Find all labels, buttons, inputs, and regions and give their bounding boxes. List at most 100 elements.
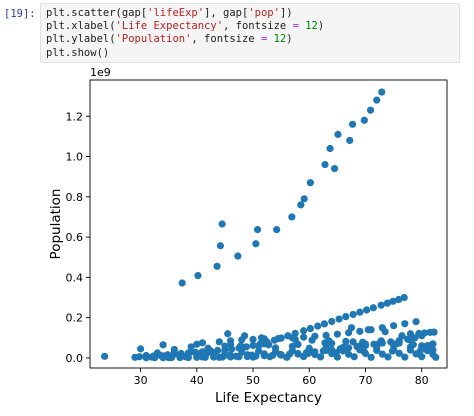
scatter-point	[293, 340, 301, 348]
x-tick-label: 80	[415, 374, 429, 387]
scatter-point	[377, 337, 385, 345]
code-token: )	[317, 20, 325, 33]
scatter-point	[326, 144, 334, 153]
scatter-point	[207, 347, 215, 355]
scatter-point	[167, 353, 176, 362]
scatter-point	[249, 341, 257, 350]
scatter-point	[314, 322, 322, 330]
code-token: ], gap[	[204, 7, 249, 19]
scatter-point	[411, 334, 419, 342]
scatter-point	[389, 297, 397, 305]
code-token: 'pop'	[248, 7, 280, 19]
scatter-point	[423, 344, 431, 352]
y-tick-label: 0.4	[66, 271, 84, 284]
scatter-point	[242, 343, 250, 351]
scatter-point	[378, 88, 386, 96]
notebook-cell[interactable]: [19]: plt.scatter(gap['lifeExp'], gap['p…	[0, 0, 474, 68]
scatter-point	[151, 354, 159, 362]
scatter-point	[276, 350, 284, 358]
scatter-point	[353, 343, 361, 351]
scatter-point	[333, 330, 341, 338]
code-line: plt.ylabel('Population', fontsize = 12)	[46, 33, 454, 46]
scatter-point	[378, 350, 386, 358]
scatter-point	[306, 179, 314, 187]
scatter-point	[400, 293, 408, 302]
scatter-point	[294, 349, 302, 358]
scatter-point	[418, 342, 426, 350]
scatter-point	[224, 330, 232, 338]
code-token: 12	[273, 33, 287, 46]
scatter-point	[252, 240, 260, 248]
scatter-point	[221, 346, 229, 354]
scatter-point	[228, 345, 236, 353]
scatter-point	[304, 349, 312, 358]
scatter-point	[284, 332, 292, 340]
scatter-point	[328, 317, 336, 326]
scatter-point	[319, 347, 327, 355]
scatter-point	[300, 333, 308, 341]
x-axis-ticks: 30 40 50 60 70 80	[134, 368, 429, 387]
code-token: =	[260, 33, 268, 46]
scatter-point	[356, 308, 364, 316]
scatter-point	[218, 220, 226, 228]
code-token: 'lifeExp'	[147, 7, 205, 19]
cell-output: 30 40 50 60 70 80 0.0 0.2 0.4 0.6 0.8 1.0 1.2 1e9 L…	[0, 66, 474, 412]
scatter-point	[342, 337, 350, 346]
code-token: plt.ylabel(	[46, 33, 116, 46]
scatter-point	[395, 295, 403, 304]
scatter-point	[159, 341, 167, 349]
y-tick-label: 0.6	[66, 231, 84, 244]
scatter-point	[213, 262, 221, 270]
scatter-point	[384, 353, 392, 361]
scatter-point	[369, 304, 377, 312]
y-tick-label: 0.8	[66, 191, 84, 204]
scatter-point	[226, 353, 235, 361]
scatter-point	[430, 328, 438, 336]
scatter-point	[367, 353, 375, 361]
scatter-point	[392, 340, 401, 348]
scatter-point	[412, 318, 420, 326]
scatter-point	[201, 353, 209, 361]
scatter-point	[101, 352, 109, 360]
scatter-point	[389, 322, 398, 330]
scatter-point	[308, 336, 316, 344]
code-token: , fontsize	[223, 20, 293, 33]
scatter-point	[198, 348, 207, 356]
scatter-point	[234, 252, 242, 260]
scatter-point	[241, 332, 249, 340]
scatter-point	[388, 347, 397, 355]
scatter-point	[383, 299, 392, 307]
scatter-point	[194, 271, 202, 280]
scatter-point	[360, 116, 368, 124]
scatter-point	[220, 352, 228, 360]
scatter-point	[273, 226, 281, 234]
scatter-point	[356, 327, 364, 335]
scatter-point	[306, 324, 314, 333]
scatter-point	[360, 348, 368, 356]
y-tick-label: 0.2	[66, 312, 84, 325]
code-editor[interactable]: plt.scatter(gap['lifeExp'], gap['pop']) p…	[40, 3, 460, 63]
scatter-point	[330, 165, 339, 173]
scatter-point	[184, 353, 192, 362]
scatter-point	[409, 341, 417, 349]
execution-prompt: [19]:	[4, 8, 36, 20]
scatter-point	[142, 354, 150, 362]
scatter-point	[178, 279, 186, 287]
scatter-point	[269, 351, 277, 359]
scatter-point	[187, 343, 195, 351]
scatter-point	[210, 353, 218, 361]
scatter-point	[265, 341, 273, 349]
scatter-point	[256, 340, 264, 348]
x-tick-label: 50	[246, 374, 260, 387]
scatter-point	[316, 353, 325, 361]
scatter-point	[364, 326, 372, 334]
scatter-point	[300, 327, 308, 335]
code-token: =	[292, 20, 299, 33]
scatter-points	[101, 88, 440, 362]
scatter-point	[334, 130, 342, 138]
scatter-point	[347, 324, 356, 332]
scatter-point	[349, 310, 357, 319]
code-token: plt.scatter(gap[	[46, 7, 148, 19]
scatter-point	[395, 349, 403, 357]
scatter-point	[381, 328, 389, 336]
